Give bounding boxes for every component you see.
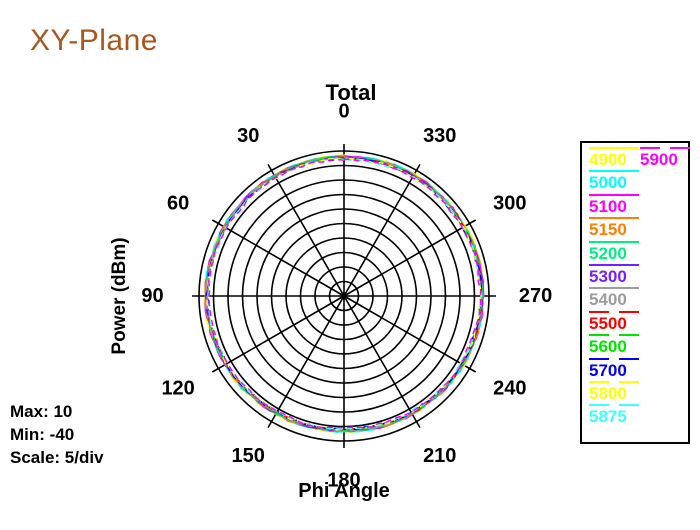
polar-spoke: [343, 295, 477, 373]
angle-label-0: 0: [338, 100, 349, 122]
legend-label: 5000: [589, 173, 627, 193]
legend-label: 5500: [589, 313, 627, 333]
legend-label: 5100: [589, 196, 627, 216]
legend-line-sample-dashed: [589, 357, 639, 360]
legend-label: 5300: [589, 266, 627, 286]
page-title: XY-Plane: [30, 24, 158, 57]
legend-item-5300: 5300: [589, 263, 639, 287]
angle-label-30: 30: [237, 125, 259, 147]
legend-label: 5600: [589, 337, 627, 357]
legend-item-5100: 5100: [589, 193, 639, 217]
legend-label: 5800: [589, 383, 627, 403]
angle-label-60: 60: [167, 193, 189, 215]
min-value-label: Min: -40: [10, 425, 75, 444]
angle-label-300: 300: [493, 193, 526, 215]
angle-label-150: 150: [232, 445, 265, 467]
legend-label: 5150: [589, 220, 627, 240]
legend-line-sample-dashed: [589, 380, 639, 383]
legend-item-5700: 5700: [589, 357, 639, 381]
legend-item-5800: 5800: [589, 380, 639, 404]
angle-label-330: 330: [423, 125, 456, 147]
legend-item-5875: 5875: [589, 404, 639, 427]
legend-line-sample-dashed: [589, 334, 639, 337]
series-trace-5900: [207, 158, 482, 429]
legend-item-5000: 5000: [589, 170, 639, 193]
legend-label: 5900: [640, 150, 678, 169]
polar-spoke: [343, 295, 421, 429]
legend-item-5900: 5900: [640, 147, 690, 170]
angle-label-210: 210: [423, 445, 456, 467]
angle-label-120: 120: [161, 377, 194, 399]
polar-spoke: [343, 219, 477, 297]
legend-item-5500: 5500: [589, 310, 639, 334]
legend-line-sample-dashed: [589, 310, 639, 313]
legend-item-5200: 5200: [589, 240, 639, 264]
center-dot: [340, 292, 348, 300]
legend-line-sample-dashed: [640, 147, 690, 149]
radial-axis-label: Power (dBm): [109, 237, 130, 355]
angle-label-180: 180: [327, 470, 360, 492]
legend-line-sample-solid: [589, 193, 639, 196]
legend-line-sample-solid: [589, 147, 639, 149]
scale-info: Max: 10 Min: -40 Scale: 5/div: [10, 400, 104, 469]
polar-spoke: [211, 219, 345, 297]
legend-line-sample-solid: [589, 170, 639, 173]
chart-title: Total: [325, 80, 377, 105]
legend-line-sample-solid: [589, 217, 639, 220]
legend-item-5150: 5150: [589, 217, 639, 240]
legend-item-4900: 4900: [589, 147, 639, 170]
legend-column-2: 5900: [640, 147, 690, 170]
legend-column-1: 4900 5000 5100 5150 5200 5300 5400 5500 5600 5700…: [589, 147, 639, 428]
polar-spoke: [211, 295, 345, 373]
legend-line-sample-solid: [589, 287, 639, 290]
angle-label-240: 240: [493, 377, 526, 399]
legend-item-5400: 5400: [589, 287, 639, 310]
max-value-label: Max: 10: [10, 402, 73, 421]
scale-per-div-label: Scale: 5/div: [10, 448, 104, 467]
legend-item-5600: 5600: [589, 334, 639, 357]
legend-label: 5875: [589, 407, 627, 427]
legend-box: 4900 5000 5100 5150 5200 5300 5400 5500 5600 5700…: [580, 141, 690, 444]
legend-line-sample-dashed: [589, 404, 639, 407]
angle-axis-label: Phi Angle: [298, 480, 390, 502]
angle-label-270: 270: [519, 285, 552, 307]
legend-label: 5700: [589, 360, 627, 380]
legend-line-sample-solid: [589, 263, 639, 266]
legend-line-sample-solid: [589, 240, 639, 243]
polar-spoke: [267, 163, 345, 297]
polar-spoke: [343, 163, 421, 297]
polar-spoke: [267, 295, 345, 429]
legend-label: 5400: [589, 290, 627, 310]
angle-label-90: 90: [141, 285, 163, 307]
legend-label: 4900: [589, 150, 627, 169]
legend-label: 5200: [589, 243, 627, 263]
